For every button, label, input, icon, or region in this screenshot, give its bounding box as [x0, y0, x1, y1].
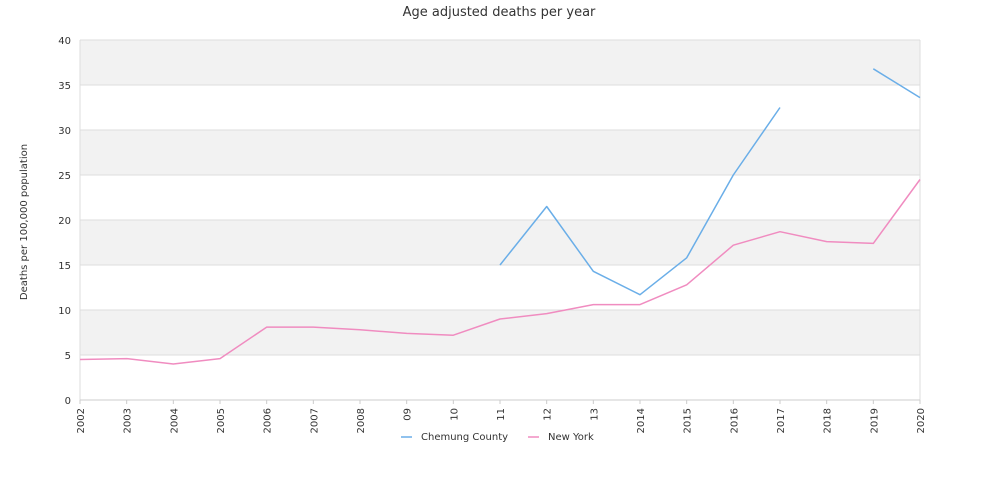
chart-title: Age adjusted deaths per year [403, 5, 596, 20]
x-tick-label: 2018 [823, 408, 834, 433]
grid-bands [80, 40, 920, 355]
x-tick-label: 11 [496, 408, 507, 421]
x-tick-label: 09 [403, 408, 414, 421]
legend: Chemung County New York [401, 432, 594, 443]
y-tick-label: 5 [65, 351, 71, 362]
x-axis-ticks: 2002 2003 2004 2005 2006 2007 2008 09 10 11 12 13 20… [76, 400, 927, 433]
x-tick-label: 2008 [356, 408, 367, 433]
x-tick-label: 2017 [776, 408, 787, 433]
x-tick-label: 2015 [683, 408, 694, 433]
series-line-chemung-county[interactable] [499, 68, 921, 296]
x-tick-label: 2004 [169, 408, 180, 433]
series-line-new-york[interactable] [79, 179, 921, 365]
y-tick-label: 10 [58, 306, 71, 317]
x-tick-label: 13 [589, 408, 600, 421]
x-tick-label: 2002 [76, 408, 87, 433]
grid-band [80, 130, 920, 175]
x-tick-label: 2003 [123, 408, 134, 433]
grid-band [80, 40, 920, 85]
y-tick-label: 25 [58, 171, 71, 182]
y-axis-ticks: 0 5 10 15 20 25 30 35 40 [58, 36, 71, 407]
y-axis-label: Deaths per 100,000 population [19, 144, 30, 300]
x-tick-label: 2006 [263, 408, 274, 433]
y-tick-label: 35 [58, 81, 71, 92]
legend-label-chemung[interactable]: Chemung County [421, 432, 508, 443]
x-tick-label: 2014 [636, 408, 647, 433]
series-lines [79, 68, 921, 365]
y-tick-label: 20 [58, 216, 71, 227]
grid-band [80, 310, 920, 355]
x-tick-label: 2007 [309, 408, 320, 433]
legend-label-new-york[interactable]: New York [548, 432, 594, 443]
x-tick-label: 2005 [216, 408, 227, 433]
x-tick-label: 10 [449, 408, 460, 421]
grid-band [80, 220, 920, 265]
y-tick-label: 0 [65, 396, 71, 407]
x-tick-label: 12 [543, 408, 554, 421]
y-tick-label: 15 [58, 261, 71, 272]
x-tick-label: 2016 [729, 408, 740, 433]
y-tick-label: 30 [58, 126, 71, 137]
y-tick-label: 40 [58, 36, 71, 47]
x-tick-label: 2020 [916, 408, 927, 433]
x-tick-label: 2019 [869, 408, 880, 433]
